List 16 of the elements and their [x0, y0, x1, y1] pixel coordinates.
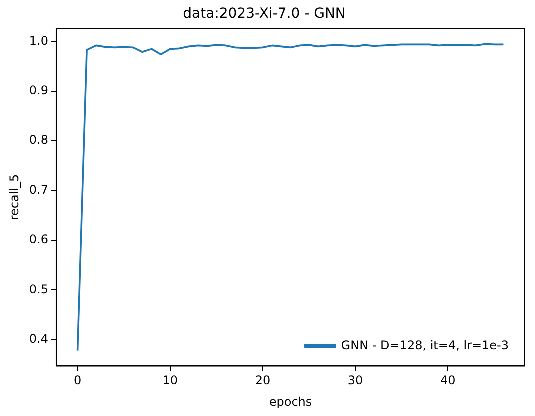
y-tick-label: 0.6 [29, 232, 48, 247]
chart-title: data:2023-Xi-7.0 - GNN [183, 6, 346, 22]
x-tick-label: 10 [162, 374, 178, 388]
x-tick-label: 40 [440, 374, 456, 388]
x-axis-title: epochs [269, 394, 312, 409]
x-tick-label: 20 [255, 374, 271, 388]
y-tick-label: 1.0 [29, 34, 48, 48]
x-tick-label: 30 [348, 374, 364, 388]
y-tick-label: 0.7 [29, 182, 48, 197]
y-tick-label: 0.8 [29, 133, 48, 148]
y-tick-label: 0.4 [29, 332, 48, 346]
y-axis-title: recall_5 [7, 174, 22, 221]
x-tick-label: 0 [74, 374, 82, 388]
y-tick-label: 0.9 [29, 84, 48, 98]
legend-label: GNN - D=128, it=4, lr=1e-3 [341, 338, 509, 352]
y-tick-label: 0.5 [29, 282, 48, 296]
